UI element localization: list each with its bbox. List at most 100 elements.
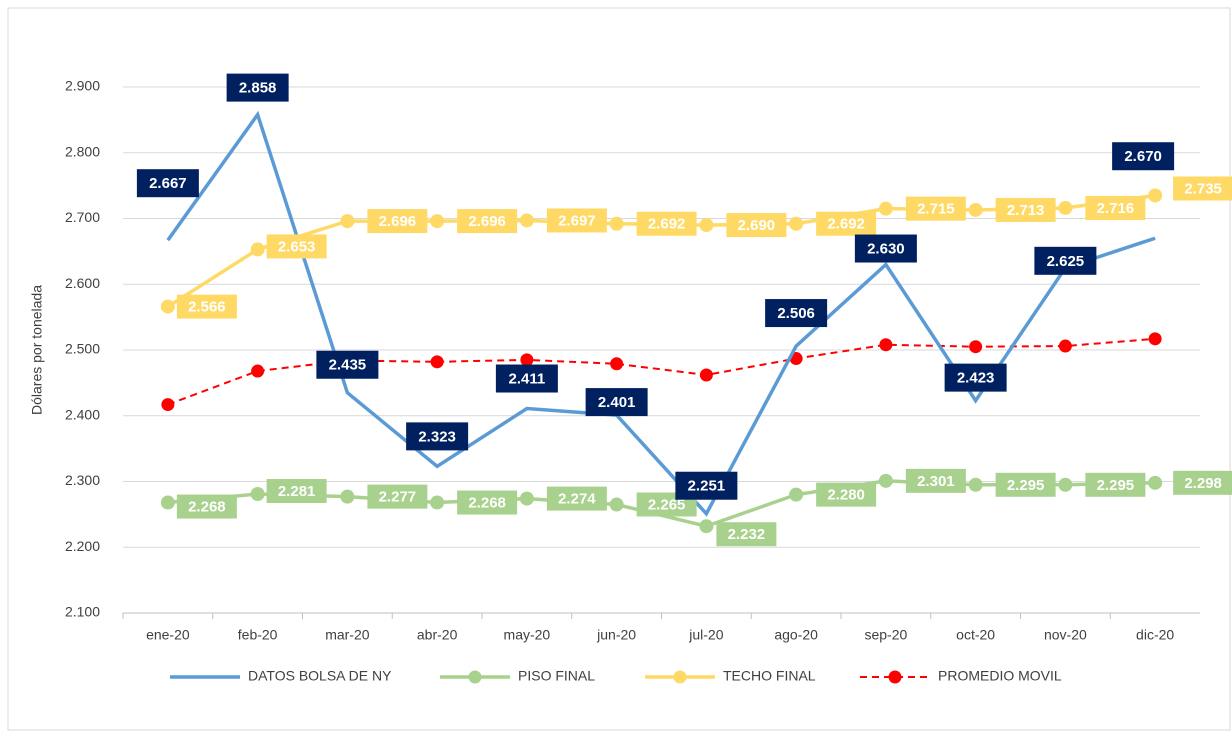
data-label-box	[1034, 246, 1097, 275]
marker	[968, 202, 983, 217]
y-tick-label: 2.100	[65, 604, 100, 620]
x-tick-label: oct-20	[956, 627, 995, 643]
data-label: 2.653	[278, 238, 316, 255]
legend-label: PISO FINAL	[518, 668, 595, 684]
legend-label: PROMEDIO MOVIL	[938, 668, 1062, 684]
data-label: 2.667	[149, 175, 187, 192]
y-tick-label: 2.500	[65, 341, 100, 357]
data-label-box	[816, 482, 877, 507]
data-label: 2.690	[738, 217, 776, 234]
data-label-box	[716, 522, 777, 547]
data-label-box	[1085, 472, 1146, 497]
data-label: 2.268	[468, 495, 506, 512]
marker	[519, 491, 534, 506]
x-tick-label: ago-20	[774, 627, 818, 643]
marker	[610, 357, 624, 371]
data-label-box	[995, 472, 1056, 497]
data-label-box	[406, 422, 469, 451]
marker	[340, 214, 355, 229]
x-tick-label: jul-20	[688, 627, 723, 643]
data-label-box	[905, 468, 966, 493]
data-label-box	[726, 213, 787, 238]
marker	[430, 214, 445, 229]
data-label-box	[546, 486, 607, 511]
data-label-box	[905, 196, 966, 221]
marker	[789, 216, 804, 231]
marker	[160, 299, 175, 314]
y-axis-label: Dólares por tonelada	[29, 285, 45, 415]
data-label-box	[316, 350, 379, 379]
data-label: 2.692	[827, 216, 865, 233]
data-label-box	[1173, 176, 1232, 201]
marker	[1148, 188, 1163, 203]
data-label-box	[944, 363, 1007, 392]
marker	[789, 487, 804, 502]
data-label: 2.697	[558, 212, 596, 229]
data-label-box	[585, 388, 648, 417]
marker	[609, 497, 624, 512]
marker	[340, 489, 355, 504]
data-label-box	[636, 211, 697, 236]
data-label-box	[1112, 142, 1175, 171]
data-label-box	[816, 211, 877, 236]
data-label: 2.735	[1184, 180, 1222, 197]
marker	[1148, 332, 1162, 346]
data-label: 2.713	[1007, 202, 1045, 219]
data-label-box	[176, 494, 237, 519]
x-tick-label: jun-20	[596, 627, 636, 643]
data-label-box	[995, 197, 1056, 222]
data-label: 2.630	[867, 240, 905, 257]
marker	[250, 242, 265, 257]
legend-label: TECHO FINAL	[723, 668, 816, 684]
x-tick-label: nov-20	[1044, 627, 1087, 643]
marker	[161, 398, 175, 412]
x-tick-label: sep-20	[864, 627, 907, 643]
marker	[699, 368, 713, 382]
marker	[879, 338, 893, 352]
data-label: 2.566	[188, 299, 226, 316]
data-label-box	[675, 471, 738, 500]
data-label: 2.251	[688, 478, 726, 495]
data-label: 2.411	[509, 370, 546, 387]
y-tick-label: 2.600	[65, 275, 100, 291]
data-label-box	[457, 490, 518, 515]
data-label: 2.506	[777, 305, 815, 322]
y-tick-label: 2.200	[65, 538, 100, 554]
data-label: 2.716	[1097, 200, 1135, 217]
marker	[699, 218, 714, 233]
data-label: 2.280	[827, 487, 865, 504]
x-tick-label: feb-20	[238, 627, 278, 643]
data-label: 2.268	[188, 499, 226, 516]
data-label-box	[266, 234, 327, 259]
marker	[609, 216, 624, 231]
data-label-box	[176, 294, 237, 319]
x-tick-label: ene-20	[146, 627, 190, 643]
marker	[519, 213, 534, 228]
y-tick-label: 2.400	[65, 406, 100, 422]
y-tick-label: 2.700	[65, 209, 100, 225]
marker	[160, 495, 175, 510]
marker	[250, 486, 265, 501]
y-tick-label: 2.300	[65, 472, 100, 488]
marker	[968, 477, 983, 492]
x-tick-label: mar-20	[325, 627, 370, 643]
data-label: 2.274	[558, 491, 596, 508]
data-label-box	[495, 364, 558, 393]
data-label: 2.692	[648, 216, 686, 233]
y-tick-label: 2.900	[65, 78, 100, 94]
marker	[699, 519, 714, 534]
legend-marker	[468, 670, 482, 684]
x-tick-label: abr-20	[417, 627, 458, 643]
data-label: 2.625	[1047, 253, 1085, 270]
data-label: 2.401	[598, 394, 636, 411]
y-tick-label: 2.800	[65, 143, 100, 159]
x-tick-label: dic-20	[1136, 627, 1174, 643]
marker	[430, 495, 445, 510]
data-label-box	[226, 73, 289, 102]
data-label: 2.232	[728, 526, 766, 543]
marker	[251, 364, 265, 378]
marker	[520, 353, 534, 367]
data-label: 2.670	[1124, 148, 1162, 165]
marker	[1058, 200, 1073, 215]
